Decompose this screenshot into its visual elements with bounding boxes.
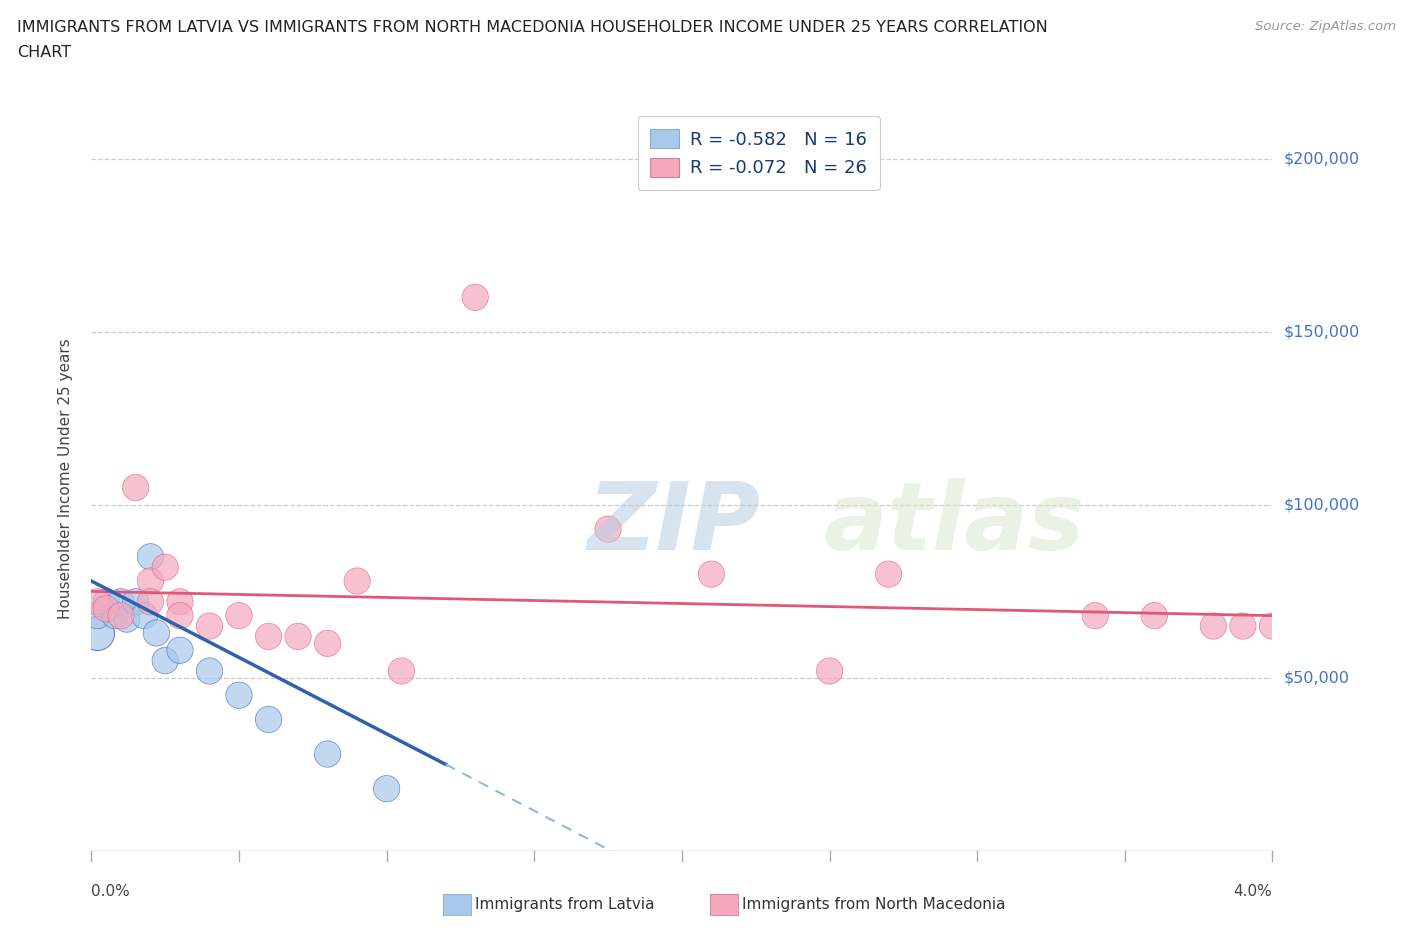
Text: CHART: CHART <box>17 45 70 60</box>
Point <box>139 594 162 609</box>
Point <box>110 608 132 623</box>
Point <box>287 629 309 644</box>
Point <box>700 566 723 581</box>
Point <box>598 522 620 537</box>
Text: Immigrants from Latvia: Immigrants from Latvia <box>475 897 655 912</box>
Legend: R = -0.582   N = 16, R = -0.072   N = 26: R = -0.582 N = 16, R = -0.072 N = 26 <box>638 116 880 190</box>
Point <box>375 781 398 796</box>
Text: Immigrants from North Macedonia: Immigrants from North Macedonia <box>742 897 1005 912</box>
Point <box>86 594 108 609</box>
Point <box>1232 618 1254 633</box>
Point <box>1084 608 1107 623</box>
Point <box>228 608 250 623</box>
Point <box>153 653 177 668</box>
Point <box>198 664 221 679</box>
Point <box>124 480 148 495</box>
Point <box>153 560 177 575</box>
Point <box>198 618 221 633</box>
Point <box>877 566 900 581</box>
Point <box>86 608 108 623</box>
Point <box>169 608 191 623</box>
Point <box>115 612 138 627</box>
Point <box>228 688 250 703</box>
Text: $100,000: $100,000 <box>1284 498 1360 512</box>
Point <box>391 664 413 679</box>
Point <box>110 594 132 609</box>
Text: Householder Income Under 25 years: Householder Income Under 25 years <box>58 339 73 619</box>
Point <box>139 574 162 589</box>
Point <box>134 608 156 623</box>
Point <box>139 550 162 565</box>
Text: ZIP: ZIP <box>588 478 761 569</box>
Point <box>316 747 339 762</box>
Text: Source: ZipAtlas.com: Source: ZipAtlas.com <box>1256 20 1396 33</box>
Point <box>1261 618 1284 633</box>
Point <box>145 626 167 641</box>
Point <box>96 594 118 609</box>
Point <box>464 290 486 305</box>
Point <box>257 712 280 727</box>
Point <box>346 574 368 589</box>
Point <box>1202 618 1225 633</box>
Text: atlas: atlas <box>824 478 1085 569</box>
Text: 0.0%: 0.0% <box>91 884 131 899</box>
Point <box>124 594 148 609</box>
Point <box>96 602 118 617</box>
Point <box>104 608 127 623</box>
Point <box>316 636 339 651</box>
Point <box>1143 608 1166 623</box>
Text: $150,000: $150,000 <box>1284 325 1360 339</box>
Point <box>169 643 191 658</box>
Point <box>86 626 108 641</box>
Point <box>818 664 841 679</box>
Text: $50,000: $50,000 <box>1284 671 1350 685</box>
Text: $200,000: $200,000 <box>1284 152 1360 166</box>
Point <box>257 629 280 644</box>
Text: IMMIGRANTS FROM LATVIA VS IMMIGRANTS FROM NORTH MACEDONIA HOUSEHOLDER INCOME UND: IMMIGRANTS FROM LATVIA VS IMMIGRANTS FRO… <box>17 20 1047 35</box>
Point <box>169 594 191 609</box>
Text: 4.0%: 4.0% <box>1233 884 1272 899</box>
